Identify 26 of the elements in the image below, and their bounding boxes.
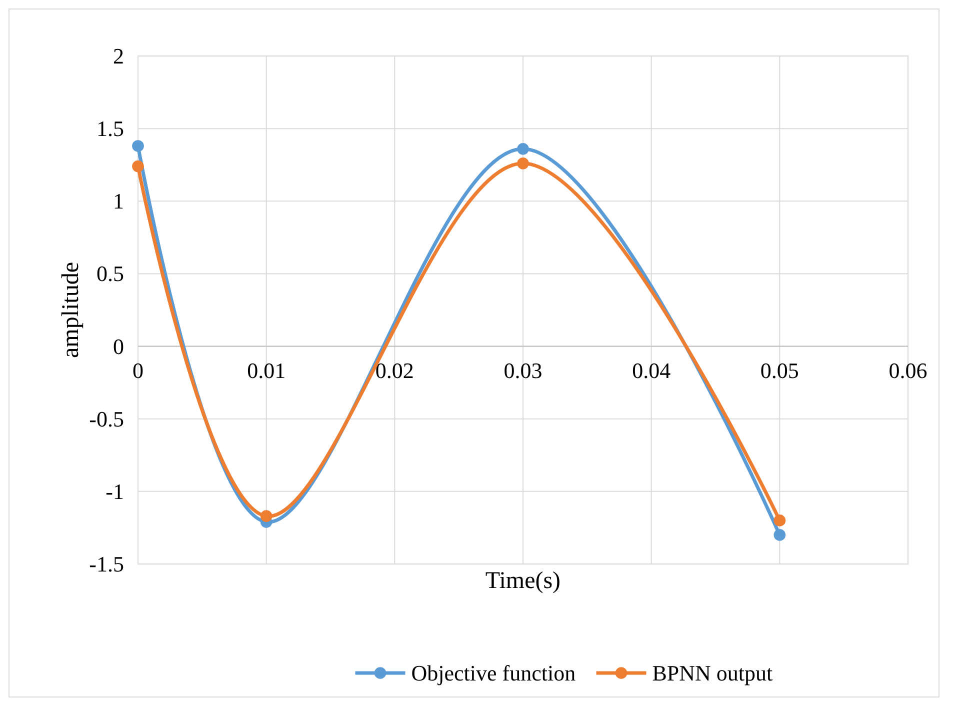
y-tick-label: 1.5 [96,116,124,142]
y-tick-label: -1.5 [89,552,124,576]
y-tick-label: -0.5 [89,406,124,432]
x-tick-label: 0 [132,358,144,383]
x-tick-label: 0.05 [760,358,799,383]
point [132,160,144,172]
x-tick-label: 0.02 [375,358,414,383]
legend-label: Objective function [411,660,576,686]
y-tick-label: 0 [113,334,124,359]
y-tick-label: 1 [113,188,124,214]
y-tick-label: 2 [113,44,124,68]
x-tick-label: 0.01 [247,358,286,383]
point [774,514,786,526]
point [517,158,529,170]
y-axis-title: amplitude [58,262,84,358]
point [774,529,786,541]
point [132,140,144,152]
x-axis-title: Time(s) [485,568,561,594]
legend-label: BPNN output [652,660,773,686]
point [517,142,529,155]
y-tick-label: 0.5 [96,261,124,286]
x-tick-label: 0.06 [888,358,928,383]
point [260,510,272,522]
y-tick-label: -1 [106,478,124,504]
x-tick-label: 0.03 [504,358,542,383]
x-tick-label: 0.04 [632,358,671,383]
